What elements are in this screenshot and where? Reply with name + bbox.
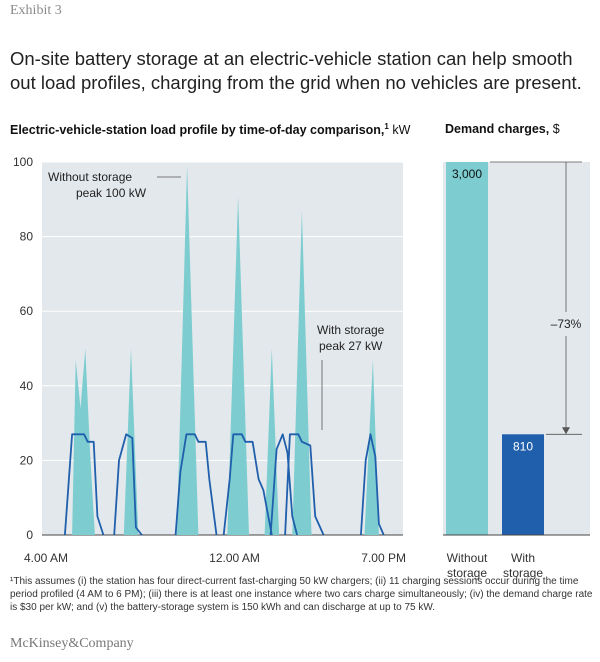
category-line: Without <box>447 551 488 565</box>
demand-chart-unit: $ <box>552 122 560 136</box>
bar-value-label: 3,000 <box>452 167 482 181</box>
without-storage-area <box>364 359 379 535</box>
annotation-with-storage: With storage peak 27 kW <box>317 323 385 353</box>
with-storage-line <box>64 433 105 536</box>
category-line: With <box>511 551 535 565</box>
load-chart-title-text: Electric-vehicle-station load profile by… <box>10 123 385 138</box>
category-line: storage <box>447 566 487 580</box>
with-storage-line <box>174 433 218 536</box>
y-tick-label: 60 <box>20 304 34 318</box>
bar-value-label: 810 <box>513 439 533 453</box>
x-tick-label: 7.00 PM <box>361 551 406 565</box>
mckinsey-logo: McKinsey&Company <box>10 636 134 651</box>
headline: On-site battery storage at an electric-v… <box>10 48 582 93</box>
annotation-line: peak 100 kW <box>76 186 147 200</box>
load-profile-chart: 0 20 40 60 80 100 4.00 AM 12.00 AM 7.00 PM Withou… <box>13 155 406 565</box>
y-tick-label: 0 <box>26 528 33 542</box>
y-tick-label: 100 <box>13 155 33 169</box>
bar-category-label: Without storage <box>447 551 488 580</box>
annotation-without-storage: Without storage peak 100 kW <box>48 170 147 200</box>
with-storage-line <box>113 433 143 536</box>
y-tick-label: 40 <box>20 379 34 393</box>
bracket-arrowhead <box>562 427 570 435</box>
annotation-line: peak 27 kW <box>319 339 383 353</box>
without-storage-area <box>292 210 312 535</box>
x-tick-label: 4.00 AM <box>24 551 68 565</box>
category-line: storage <box>503 566 543 580</box>
load-chart-title: Electric-vehicle-station load profile by… <box>10 122 410 137</box>
footnote-marker: 1 <box>384 122 389 131</box>
annotation-line: Without storage <box>48 170 132 184</box>
with-storage-line <box>222 433 273 536</box>
with-storage-line <box>284 433 325 536</box>
bar-with-storage <box>502 434 544 535</box>
without-storage-area <box>264 348 280 535</box>
load-chart-unit: kW <box>392 123 411 138</box>
without-storage-area <box>72 348 95 535</box>
footnote: ¹This assumes (i) the station has four d… <box>10 576 593 613</box>
without-storage-area <box>176 165 199 535</box>
with-storage-line <box>360 433 385 536</box>
bar-category-label: With storage <box>503 551 543 580</box>
bar-without-storage <box>446 162 488 535</box>
annotation-line: With storage <box>317 323 385 337</box>
demand-chart-title-text: Demand charges, <box>445 122 550 136</box>
with-storage-line <box>269 433 298 536</box>
plot-background <box>42 162 403 535</box>
demand-chart-title: Demand charges, $ <box>445 122 560 136</box>
exhibit-label: Exhibit 3 <box>10 3 62 18</box>
x-tick-label: 12.00 AM <box>209 551 260 565</box>
y-tick-label: 80 <box>20 230 34 244</box>
y-tick-label: 20 <box>20 453 34 467</box>
reduction-label: –73% <box>551 317 582 331</box>
